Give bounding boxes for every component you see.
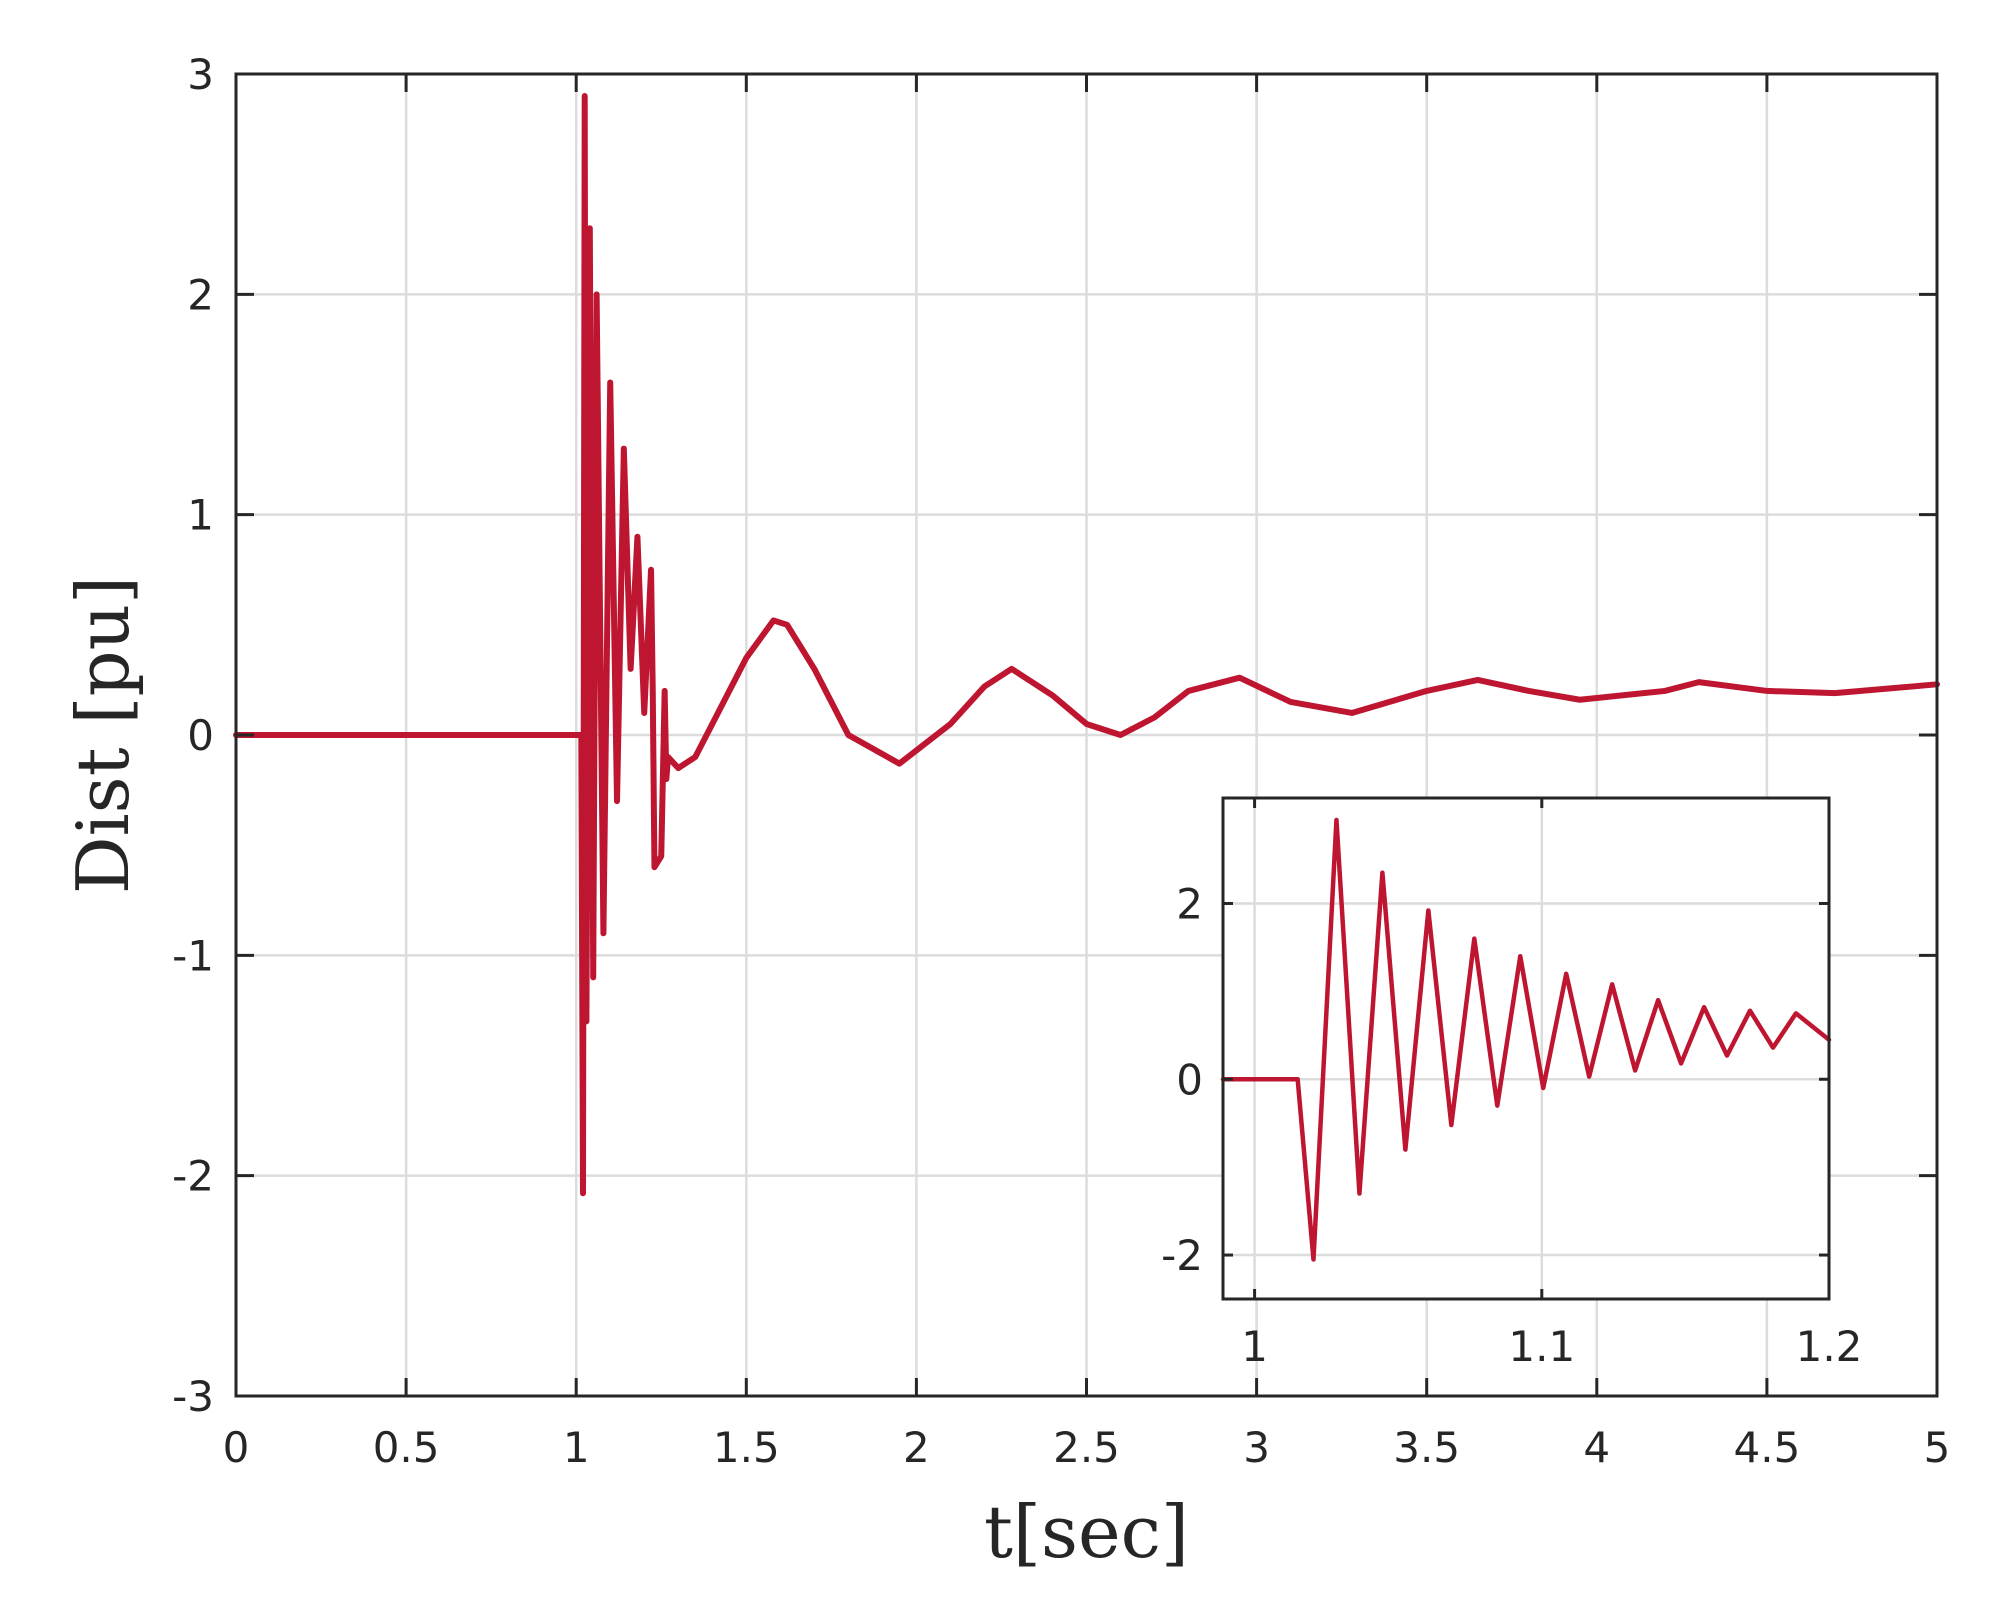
- inset-axes-frame: [1221, 796, 1831, 1301]
- main-x-axis-title: t[sec]: [984, 1490, 1189, 1574]
- main-y-tick-label: -1: [172, 931, 214, 980]
- main-x-tick-label: 2.5: [1053, 1423, 1120, 1472]
- main-y-tick-label: 2: [187, 270, 214, 319]
- main-axes: 0 0.5 1 1.5 2 2.5 3 3.5 4 4.5 5 -3 -2 -1 0 1 2 3 t[sec] Dis…: [61, 50, 1950, 1574]
- main-y-tick-label: -2: [172, 1152, 214, 1201]
- main-x-tick-label: 3.5: [1393, 1423, 1460, 1472]
- main-y-tick-label: 0: [187, 711, 214, 760]
- main-x-tick-label: 4: [1583, 1423, 1610, 1472]
- main-y-axis-title: Dist [pu]: [61, 576, 145, 894]
- main-x-tick-label: 5: [1924, 1423, 1951, 1472]
- inset-series-line: [1220, 817, 1832, 1262]
- inset-x-tick-label: 1: [1241, 1322, 1268, 1371]
- main-y-tick-label: 1: [187, 491, 214, 540]
- main-x-tick-label: 0.5: [373, 1423, 440, 1472]
- main-y-tick-label: -3: [172, 1372, 214, 1421]
- main-x-tick-label: 0: [223, 1423, 250, 1472]
- inset-y-tick-label: 0: [1176, 1055, 1203, 1104]
- main-x-tick-label: 2: [903, 1423, 930, 1472]
- inset-axes: 1 1.1 1.2 -2 0 2: [1161, 796, 1863, 1371]
- main-series-line: [233, 93, 1940, 1197]
- main-x-tick-label: 1.5: [713, 1423, 780, 1472]
- inset-y-tick-label: 2: [1176, 879, 1203, 928]
- main-x-tick-label: 4.5: [1734, 1423, 1801, 1472]
- inset-x-tick-label: 1.1: [1508, 1322, 1575, 1371]
- main-x-tick-label: 1: [563, 1423, 590, 1472]
- inset-y-tick-label: -2: [1161, 1231, 1203, 1280]
- main-x-tick-label: 3: [1243, 1423, 1270, 1472]
- inset-x-tick-label: 1.2: [1796, 1322, 1863, 1371]
- main-y-tick-label: 3: [187, 50, 214, 99]
